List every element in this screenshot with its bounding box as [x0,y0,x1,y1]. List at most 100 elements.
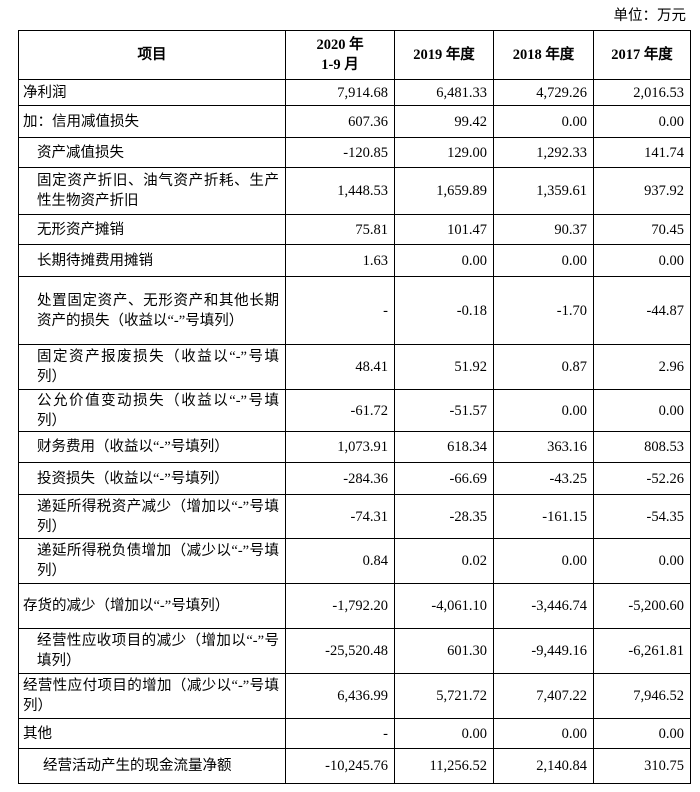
value-cell: 0.00 [593,389,691,432]
table-row: 经营活动产生的现金流量净额 -10,245.76 11,256.52 2,140.84… [18,748,691,784]
table-row: 处置固定资产、无形资产和其他长期资产的损失（收益以“-”号填列） - -0.18 -1… [18,276,691,345]
value-cell: -4,061.10 [394,583,494,629]
table-row: 固定资产报废损失（收益以“-”号填列） 48.41 51.92 0.87 2.96 [18,344,691,390]
value-cell: -9,449.16 [493,628,594,674]
table-row: 递延所得税资产减少（增加以“-”号填列） -74.31 -28.35 -161.15-… [18,494,691,539]
value-cell: -161.15 [493,494,594,539]
value-cell: 7,946.52 [593,673,691,719]
item-cell: 经营性应收项目的减少（增加以“-”号填列） [18,628,286,674]
value-cell: -74.31 [285,494,395,539]
value-cell: 0.00 [593,244,691,277]
item-cell: 无形资产摊销 [18,214,286,245]
value-cell: -5,200.60 [593,583,691,629]
value-cell: 2.96 [593,344,691,390]
value-cell: 808.53 [593,431,691,463]
value-cell: 0.00 [493,538,594,584]
item-cell: 处置固定资产、无形资产和其他长期资产的损失（收益以“-”号填列） [18,276,286,345]
value-cell: 5,721.72 [394,673,494,719]
value-cell: - [285,276,395,345]
value-cell: -25,520.48 [285,628,395,674]
value-cell: -120.85 [285,137,395,168]
value-cell: 1,659.89 [394,167,494,215]
item-cell: 净利润 [18,79,286,106]
item-cell: 财务费用（收益以“-”号填列） [18,431,286,463]
value-cell: 310.75 [593,748,691,784]
value-cell: -10,245.76 [285,748,395,784]
header-cell: 2019 年度 [394,30,494,80]
value-cell: -1,792.20 [285,583,395,629]
value-cell: -66.69 [394,462,494,495]
item-cell: 固定资产报废损失（收益以“-”号填列） [18,344,286,390]
item-cell: 加：信用减值损失 [18,105,286,138]
header-cell: 项目 [18,30,286,80]
cash-flow-table: 项目 2020 年 1-9 月 2019 年度 2018 年度 2017 年度 净利润 7,… [18,30,691,784]
value-cell: 48.41 [285,344,395,390]
header-line: 2020 年 [316,37,364,53]
value-cell: -51.57 [394,389,494,432]
table-row: 固定资产折旧、油气资产折耗、生产性生物资产折旧 1,448.53 1,659.89 1… [18,167,691,215]
value-cell: 937.92 [593,167,691,215]
value-cell: 141.74 [593,137,691,168]
table-row: 经营性应收项目的减少（增加以“-”号填列） -25,520.48 601.30 -9,… [18,628,691,674]
table-row: 递延所得税负债增加（减少以“-”号填列） 0.84 0.02 0.00 0.00 [18,538,691,584]
item-cell: 存货的减少（增加以“-”号填列） [18,583,286,629]
value-cell: -44.87 [593,276,691,345]
value-cell: 11,256.52 [394,748,494,784]
value-cell: 51.92 [394,344,494,390]
value-cell: 99.42 [394,105,494,138]
table-row: 净利润 7,914.68 6,481.33 4,729.26 2,016.53 [18,79,691,106]
table-row: 其他 -0.00 0.00 0.00 [18,718,691,749]
value-cell: 607.36 [285,105,395,138]
value-cell: -284.36 [285,462,395,495]
value-cell: 0.00 [593,105,691,138]
value-cell: 363.16 [493,431,594,463]
value-cell: - [285,718,395,749]
value-cell: 0.84 [285,538,395,584]
value-cell: 0.00 [493,105,594,138]
table-row: 经营性应付项目的增加（减少以“-”号填列） 6,436.99 5,721.72 7,4… [18,673,691,719]
item-cell: 资产减值损失 [18,137,286,168]
value-cell: 7,407.22 [493,673,594,719]
value-cell: -6,261.81 [593,628,691,674]
table-row: 存货的减少（增加以“-”号填列） -1,792.20 -4,061.10 -3,446… [18,583,691,629]
value-cell: 0.00 [593,538,691,584]
item-cell: 经营活动产生的现金流量净额 [18,748,286,784]
value-cell: 0.00 [493,244,594,277]
value-cell: 0.00 [493,389,594,432]
item-cell: 递延所得税资产减少（增加以“-”号填列） [18,494,286,539]
table-row: 加：信用减值损失 607.36 99.42 0.00 0.00 [18,105,691,138]
value-cell: -54.35 [593,494,691,539]
value-cell: 90.37 [493,214,594,245]
value-cell: 1,448.53 [285,167,395,215]
value-cell: -1.70 [493,276,594,345]
header-cell: 2017 年度 [593,30,691,80]
item-cell: 其他 [18,718,286,749]
value-cell: 7,914.68 [285,79,395,106]
value-cell: 1,359.61 [493,167,594,215]
unit-label: 单位：万元 [613,8,687,24]
item-cell: 公允价值变动损失（收益以“-”号填列） [18,389,286,432]
header-line: 1-9 月 [321,57,359,73]
value-cell: 601.30 [394,628,494,674]
value-cell: 1,292.33 [493,137,594,168]
table-row: 长期待摊费用摊销 1.63 0.00 0.00 0.00 [18,244,691,277]
value-cell: 0.02 [394,538,494,584]
value-cell: 2,016.53 [593,79,691,106]
value-cell: 101.47 [394,214,494,245]
value-cell: 1,073.91 [285,431,395,463]
item-cell: 经营性应付项目的增加（减少以“-”号填列） [18,673,286,719]
value-cell: 0.00 [593,718,691,749]
value-cell: 0.00 [493,718,594,749]
value-cell: 129.00 [394,137,494,168]
item-cell: 长期待摊费用摊销 [18,244,286,277]
value-cell: 0.00 [394,244,494,277]
value-cell: -3,446.74 [493,583,594,629]
value-cell: -28.35 [394,494,494,539]
value-cell: 1.63 [285,244,395,277]
header-cell: 2020 年 1-9 月 [285,30,395,80]
value-cell: 0.87 [493,344,594,390]
value-cell: -52.26 [593,462,691,495]
table-row: 资产减值损失 -120.85 129.00 1,292.33 141.74 [18,137,691,168]
value-cell: 6,436.99 [285,673,395,719]
